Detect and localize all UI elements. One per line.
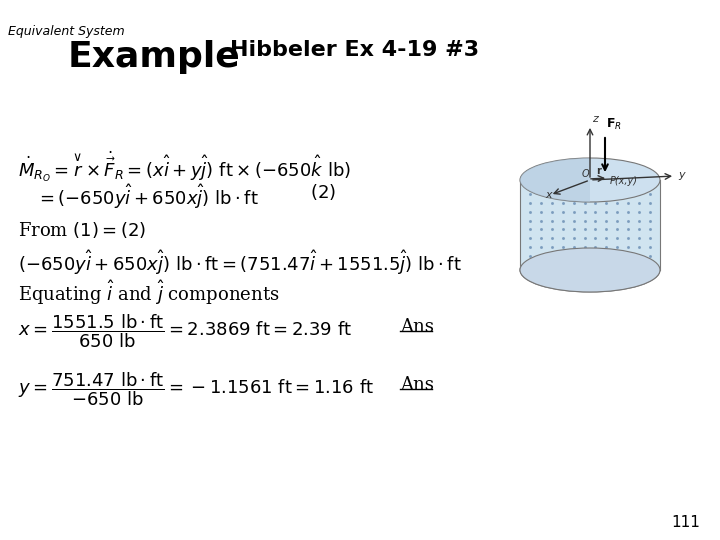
Text: Equating $\hat{i}$ and $\hat{j}$ components: Equating $\hat{i}$ and $\hat{j}$ compone… bbox=[18, 278, 279, 307]
Text: Ans: Ans bbox=[400, 318, 434, 336]
Text: Ans: Ans bbox=[400, 376, 434, 394]
Text: y: y bbox=[678, 170, 685, 180]
Text: x: x bbox=[545, 190, 552, 200]
Text: $\mathbf{F}_R$: $\mathbf{F}_R$ bbox=[606, 117, 622, 132]
Text: $\mathbf{r}$: $\mathbf{r}$ bbox=[596, 165, 603, 176]
Text: $\dot{M}_{R_O} = \overset{\vee}{r} \times \dot{\vec{F}}_R = (x\hat{i} + y\hat{j}: $\dot{M}_{R_O} = \overset{\vee}{r} \time… bbox=[18, 150, 351, 184]
Text: $y = \dfrac{751.47\ \mathrm{lb \cdot ft}}{-650\ \mathrm{lb}} = -1.1561\ \mathrm{: $y = \dfrac{751.47\ \mathrm{lb \cdot ft}… bbox=[18, 370, 374, 408]
Text: O: O bbox=[582, 169, 590, 179]
Ellipse shape bbox=[520, 248, 660, 292]
Ellipse shape bbox=[520, 158, 660, 202]
Ellipse shape bbox=[520, 248, 660, 292]
Polygon shape bbox=[520, 158, 590, 202]
Text: P(x,y): P(x,y) bbox=[610, 176, 638, 186]
Polygon shape bbox=[520, 180, 660, 270]
Text: $x = \dfrac{1551.5\ \mathrm{lb \cdot ft}}{650\ \mathrm{lb}} = 2.3869\ \mathrm{ft: $x = \dfrac{1551.5\ \mathrm{lb \cdot ft}… bbox=[18, 312, 352, 349]
Text: $(-650y\hat{i} + 650x\hat{j})\ \mathrm{lb \cdot ft} = (751.47\hat{i} + 1551.5\ha: $(-650y\hat{i} + 650x\hat{j})\ \mathrm{l… bbox=[18, 248, 462, 277]
Text: 111: 111 bbox=[671, 515, 700, 530]
Text: Hibbeler Ex 4-19 #3: Hibbeler Ex 4-19 #3 bbox=[230, 40, 479, 60]
Text: z: z bbox=[592, 114, 598, 124]
Text: Equivalent System: Equivalent System bbox=[8, 25, 125, 38]
Text: $\quad = (-650y\hat{i} + 650x\hat{j})\ \mathrm{lb \cdot ft}$: $\quad = (-650y\hat{i} + 650x\hat{j})\ \… bbox=[18, 182, 259, 211]
Text: Example: Example bbox=[68, 40, 240, 74]
Text: From $(1) = (2)$: From $(1) = (2)$ bbox=[18, 220, 146, 240]
Text: $(2)$: $(2)$ bbox=[310, 182, 336, 202]
